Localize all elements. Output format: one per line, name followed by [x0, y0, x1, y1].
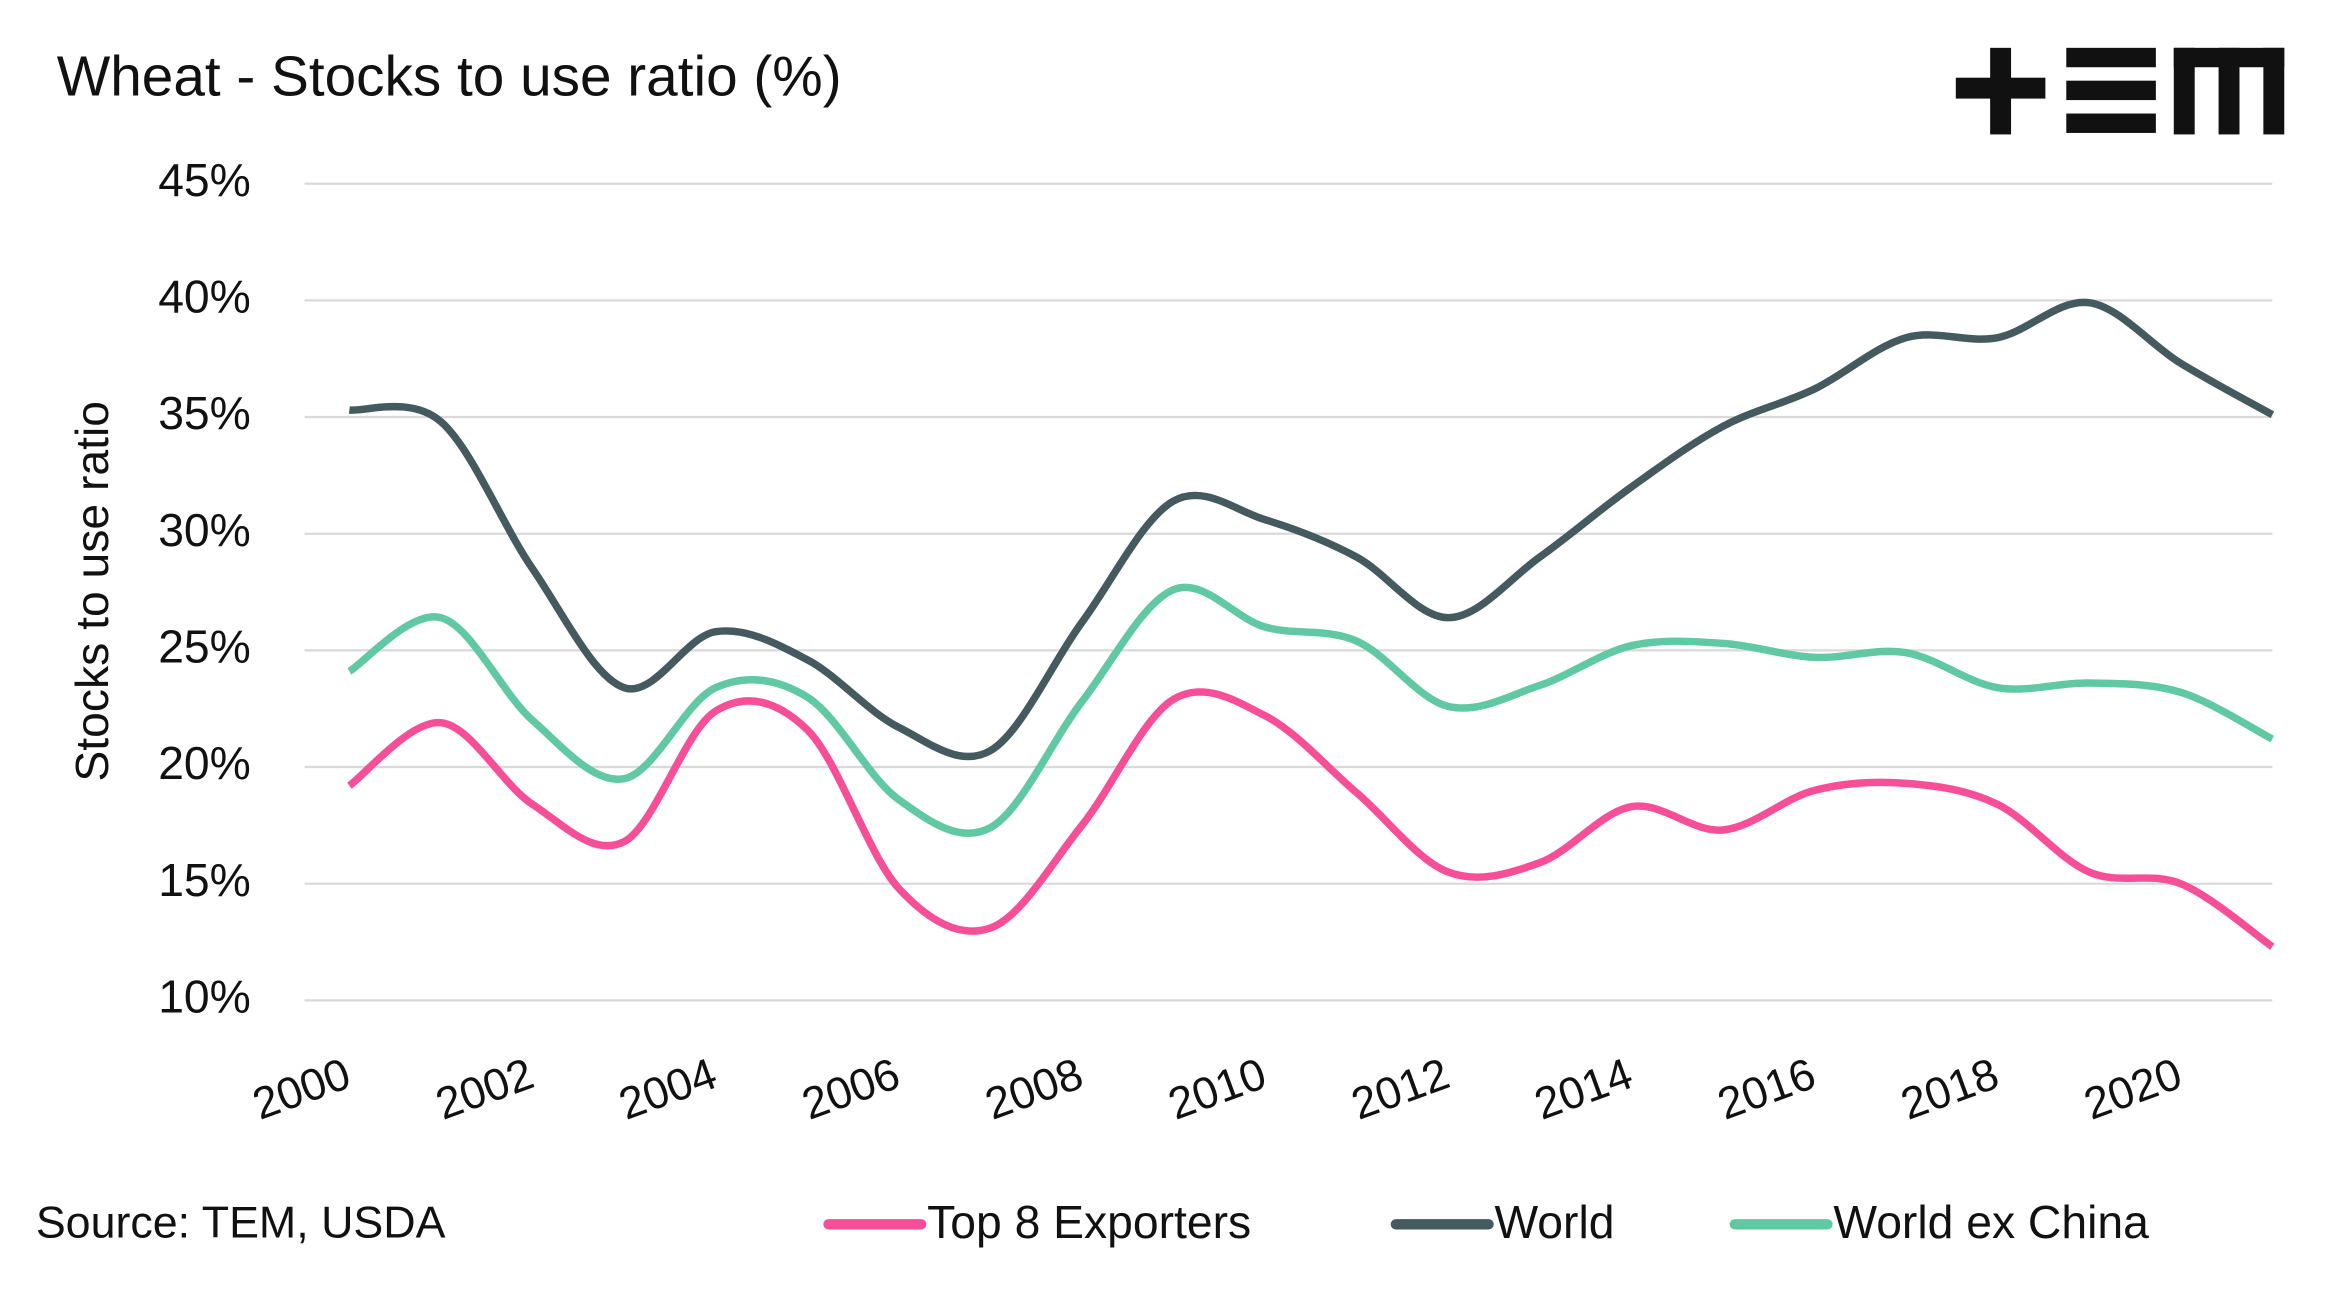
x-tick-label: 2014 — [1528, 1049, 1639, 1130]
y-tick-label: 45% — [158, 154, 251, 206]
x-tick-label: 2002 — [429, 1049, 540, 1130]
x-tick-label: 2010 — [1162, 1049, 1273, 1130]
y-tick-label: 10% — [158, 971, 251, 1023]
x-tick-label: 2020 — [2078, 1049, 2189, 1130]
y-tick-label: 15% — [158, 854, 251, 906]
y-tick-label: 30% — [158, 504, 251, 556]
y-axis-label: Stocks to use ratio — [66, 401, 118, 782]
y-tick-label: 20% — [158, 737, 251, 789]
logo — [1955, 47, 2285, 135]
source-note: Source: TEM, USDA — [36, 1198, 446, 1248]
x-tick-label: 2004 — [612, 1049, 723, 1130]
x-tick-label: 2008 — [979, 1049, 1090, 1130]
y-tick-label: 25% — [158, 621, 251, 673]
legend-label: Top 8 Exporters — [927, 1196, 1251, 1248]
chart-title: Wheat - Stocks to use ratio (%) — [57, 46, 842, 109]
legend-label: World ex China — [1833, 1196, 2149, 1248]
line-series — [348, 298, 2275, 761]
x-tick-label: 2018 — [1894, 1049, 2005, 1130]
y-tick-label: 40% — [158, 271, 251, 323]
legend-label: World — [1494, 1196, 1614, 1248]
x-tick-label: 2006 — [796, 1049, 907, 1130]
x-tick-label: 2012 — [1345, 1049, 1456, 1130]
x-tick-label: 2016 — [1711, 1049, 1822, 1130]
x-tick-label: 2000 — [246, 1049, 357, 1130]
line-series — [347, 688, 2275, 950]
y-tick-label: 35% — [158, 387, 251, 439]
line-series — [347, 583, 2275, 837]
